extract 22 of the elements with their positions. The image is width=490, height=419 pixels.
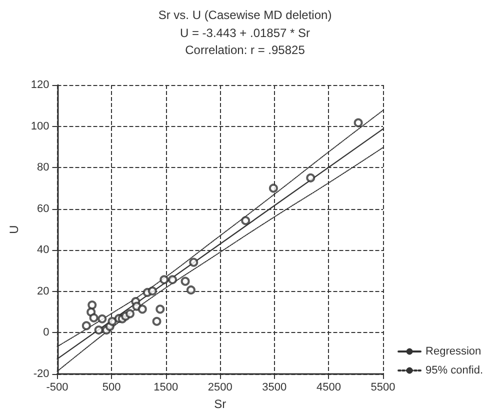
y-tick-label: 80: [37, 162, 50, 174]
chart-title: Sr vs. U (Casewise MD deletion): [158, 8, 332, 22]
y-tick-label: 20: [37, 285, 50, 298]
y-tick-label: 100: [30, 120, 50, 132]
y-tick-label: 40: [37, 244, 50, 256]
x-tick-label: 3500: [262, 382, 287, 394]
x-axis-title: Sr: [214, 397, 226, 411]
y-tick-label: 0: [43, 326, 50, 339]
x-tick-label: 5500: [370, 382, 396, 394]
y-tick-label: 60: [37, 202, 50, 215]
x-tick-label: -500: [46, 382, 68, 394]
x-tick-label: 4500: [316, 382, 341, 394]
y-tick-label: 120: [30, 79, 50, 91]
y-tick-label: -20: [33, 368, 50, 380]
x-tick-label: 1500: [154, 382, 178, 394]
chart-subtitle: U = -3.443 + .01857 * Sr: [180, 26, 310, 40]
y-axis-title: U: [7, 225, 21, 234]
x-tick-label: 2500: [208, 382, 232, 394]
legend-label: 95% confid.: [426, 364, 484, 376]
legend-label: Regression: [426, 346, 482, 358]
text: Correlation: r = .95825: [185, 43, 306, 57]
x-tick-label: 500: [102, 382, 121, 394]
